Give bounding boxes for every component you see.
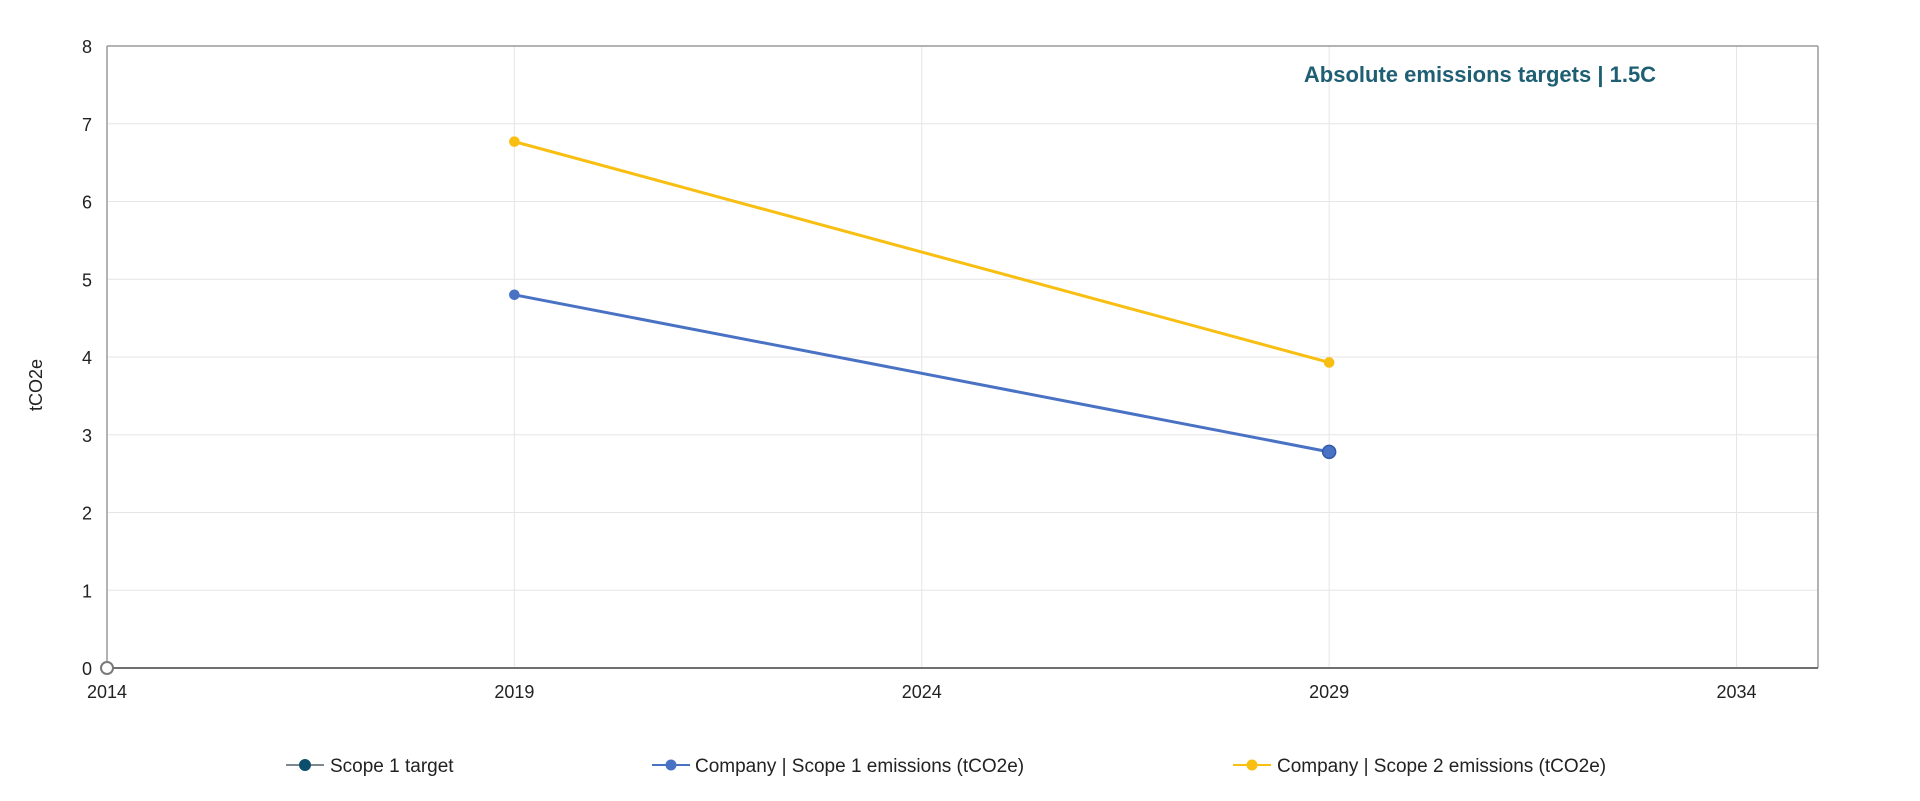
- x-tick-label: 2034: [1717, 682, 1757, 702]
- x-tick-label: 2024: [902, 682, 942, 702]
- y-tick-label: 4: [82, 348, 92, 368]
- axes-layer: [106, 45, 1819, 669]
- y-axis-title: tCO2e: [26, 359, 46, 411]
- series-point-3-2: [1323, 357, 1335, 368]
- x-tick-label: 2019: [494, 682, 534, 702]
- legend: Scope 1 target Company | Scope 1 emission…: [286, 756, 1606, 777]
- grid-layer: [107, 45, 1818, 668]
- legend-marker-2: [665, 759, 677, 771]
- series-point-2-2: [1323, 446, 1335, 458]
- legend-label-1: Scope 1 target: [330, 756, 454, 777]
- series-layer: [512, 140, 1331, 454]
- y-tick-label: 7: [82, 115, 92, 135]
- series-line-3: [512, 140, 1331, 364]
- chart-title: Absolute emissions targets | 1.5C: [1304, 62, 1656, 87]
- y-tick-label: 2: [82, 504, 92, 524]
- series-point-3-1: [509, 136, 520, 147]
- legend-marker-1: [299, 759, 311, 771]
- legend-label-3: Company | Scope 2 emissions (tCO2e): [1277, 756, 1606, 777]
- y-tick-label: 0: [82, 659, 92, 679]
- y-tick-label: 3: [82, 426, 92, 446]
- series-point-2-1: [509, 289, 520, 301]
- y-tick-label: 1: [82, 581, 92, 601]
- axis-origin-marker: [100, 661, 114, 675]
- y-tick-label: 5: [82, 270, 92, 290]
- x-tick-label: 2029: [1309, 682, 1349, 702]
- y-tick-label: 8: [82, 37, 92, 57]
- y-tick-label: 6: [82, 193, 92, 213]
- legend-marker-3: [1246, 759, 1258, 771]
- x-tick-label: 2014: [87, 682, 127, 702]
- marker-layer: [100, 136, 1337, 675]
- legend-label-2: Company | Scope 1 emissions (tCO2e): [695, 756, 1024, 777]
- label-layer: 0 1 2 3 4 5 6 7 8 2014 2019 2024 2029 2034: [82, 37, 1757, 702]
- series-line-2: [512, 293, 1331, 454]
